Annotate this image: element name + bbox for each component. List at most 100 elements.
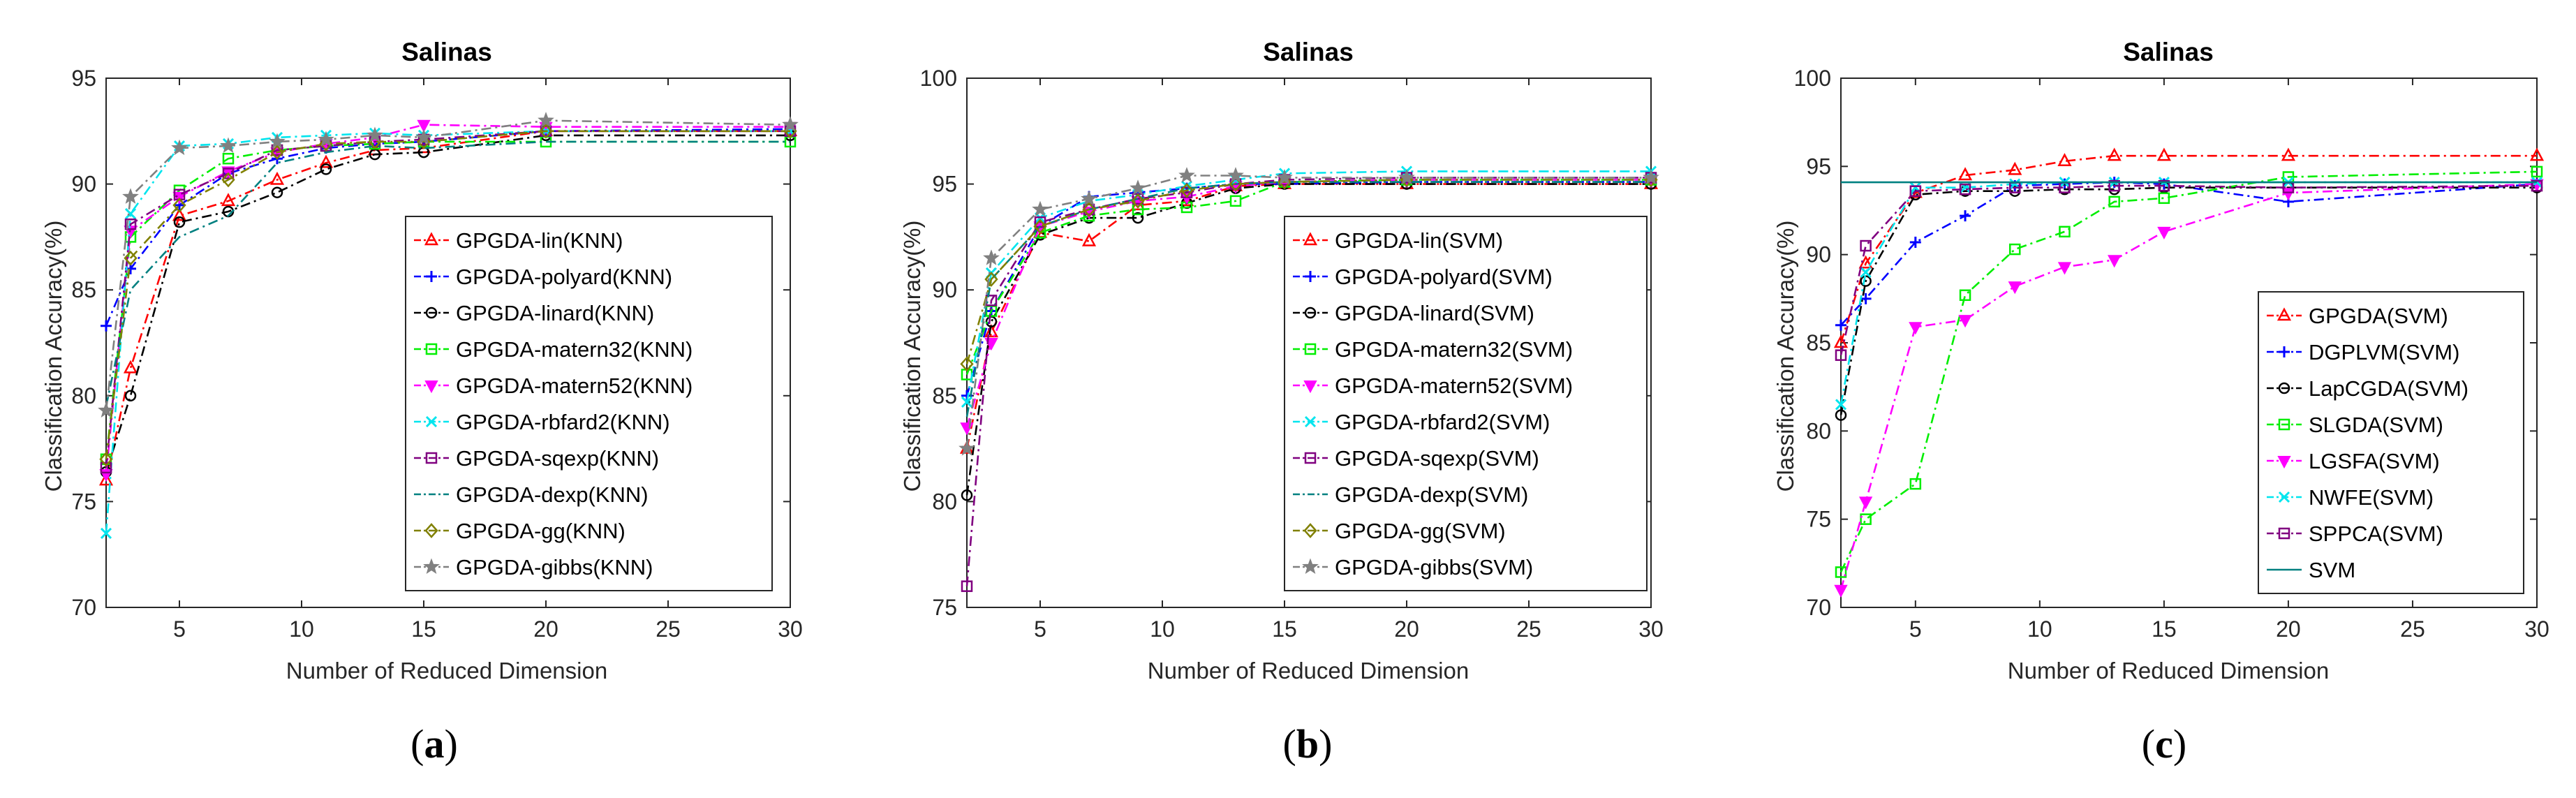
y-tick-label: 100 bbox=[920, 66, 957, 91]
data-point bbox=[367, 126, 383, 142]
x-axis-label: Number of Reduced Dimension bbox=[2008, 658, 2329, 684]
legend-marker bbox=[425, 415, 438, 428]
data-point bbox=[222, 168, 235, 179]
data-point bbox=[1130, 179, 1146, 195]
legend-marker bbox=[1303, 380, 1317, 394]
legend-label: GPGDA-dexp(KNN) bbox=[456, 482, 649, 507]
legend: GPGDA(SVM) DGPLVM(SVM) LapCGDA(SVM) SLGDA(S… bbox=[2258, 291, 2524, 594]
legend-box bbox=[405, 216, 773, 591]
data-point bbox=[2108, 255, 2122, 268]
data-point bbox=[318, 131, 334, 147]
y-tick-label: 85 bbox=[932, 383, 957, 408]
legend-item: SVM bbox=[2267, 558, 2355, 582]
data-point bbox=[2281, 188, 2295, 201]
x-tick-label: 15 bbox=[411, 616, 436, 642]
chart-title: Salinas bbox=[2123, 38, 2214, 66]
x-tick-label: 25 bbox=[656, 616, 681, 642]
data-point bbox=[538, 112, 554, 128]
legend-label: GPGDA-matern32(SVM) bbox=[1335, 337, 1573, 362]
legend-marker bbox=[1305, 271, 1316, 282]
legend-item: GPGDA-polyard(KNN) bbox=[414, 265, 672, 289]
legend-marker bbox=[425, 306, 438, 319]
data-point bbox=[1229, 176, 1243, 192]
data-point bbox=[1835, 409, 1847, 421]
legend-label: GPGDA-gibbs(SVM) bbox=[1335, 555, 1533, 579]
data-point bbox=[2156, 147, 2171, 161]
chart-panel-a: Salinas Number of Reduced Dimension Clas… bbox=[40, 38, 803, 767]
x-tick-label: 5 bbox=[1034, 616, 1046, 642]
chart-title: Salinas bbox=[1263, 38, 1354, 66]
data-point bbox=[2157, 226, 2171, 239]
legend: GPGDA-lin(SVM) GPGDA-polyard(SVM) GPGDA-li… bbox=[1284, 216, 1648, 591]
data-point bbox=[1909, 236, 1921, 248]
legend-marker bbox=[1303, 232, 1318, 246]
data-point bbox=[961, 489, 973, 501]
data-point bbox=[271, 186, 283, 198]
data-point bbox=[2531, 179, 2543, 192]
legend-item: SLGDA(SVM) bbox=[2267, 413, 2443, 437]
data-point bbox=[1959, 289, 1971, 302]
data-point bbox=[1131, 193, 1145, 209]
legend-item: GPGDA-linard(KNN) bbox=[414, 301, 654, 325]
data-point bbox=[1132, 212, 1144, 224]
series-line bbox=[965, 170, 1651, 403]
legend-label: GPGDA-matern52(SVM) bbox=[1335, 374, 1573, 398]
legend-label: GPGDA-rbfard2(SVM) bbox=[1335, 410, 1550, 434]
data-point bbox=[124, 390, 137, 402]
data-point bbox=[1081, 190, 1097, 206]
legend-item: GPGDA-matern52(KNN) bbox=[414, 374, 693, 398]
legend-item: GPGDA-rbfard2(SVM) bbox=[1293, 410, 1550, 434]
legend-label: LGSFA(SVM) bbox=[2309, 449, 2440, 473]
y-tick-label: 95 bbox=[1806, 154, 1831, 179]
data-point bbox=[1860, 293, 1872, 304]
data-point bbox=[1959, 183, 1971, 195]
legend-label: GPGDA-matern52(KNN) bbox=[456, 374, 693, 398]
series-line bbox=[965, 181, 1651, 418]
legend-marker bbox=[423, 558, 440, 575]
y-tick-label: 85 bbox=[71, 277, 96, 302]
data-point bbox=[123, 360, 138, 374]
data-point bbox=[1180, 182, 1194, 198]
legend-item: GPGDA-matern52(SVM) bbox=[1293, 374, 1573, 398]
legend-label: GPGDA-sqexp(SVM) bbox=[1335, 446, 1539, 471]
legend-item: NWFE(SVM) bbox=[2267, 485, 2434, 510]
data-point bbox=[2008, 281, 2022, 295]
data-point bbox=[318, 154, 334, 168]
series-line bbox=[1840, 186, 2537, 415]
data-point bbox=[221, 172, 235, 188]
x-axis-label: Number of Reduced Dimension bbox=[1148, 658, 1469, 684]
legend-item: GPGDA-polyard(SVM) bbox=[1293, 265, 1553, 289]
legend-label: GPGDA-gibbs(KNN) bbox=[456, 555, 653, 579]
legend-marker bbox=[2278, 382, 2290, 394]
data-point bbox=[1032, 200, 1049, 217]
legend-marker bbox=[1304, 415, 1317, 428]
legend-marker bbox=[2278, 418, 2290, 431]
legend-marker bbox=[426, 271, 437, 282]
y-tick-label: 100 bbox=[1794, 66, 1831, 91]
legend-item: GPGDA-lin(SVM) bbox=[1293, 228, 1503, 253]
legend-marker bbox=[2277, 456, 2291, 469]
data-point bbox=[172, 198, 186, 213]
x-tick-label: 30 bbox=[1638, 616, 1664, 642]
data-point bbox=[220, 137, 237, 154]
data-point bbox=[1958, 315, 1972, 328]
legend-item: DGPLVM(SVM) bbox=[2267, 340, 2459, 364]
legend-item: GPGDA-dexp(SVM) bbox=[1293, 482, 1528, 507]
legend-item: GPGDA-matern32(KNN) bbox=[414, 337, 693, 362]
y-tick-label: 75 bbox=[932, 595, 957, 620]
series-line bbox=[105, 130, 790, 481]
data-point bbox=[2108, 179, 2120, 192]
series-line bbox=[105, 124, 790, 475]
x-axis-label: Number of Reduced Dimension bbox=[286, 658, 607, 684]
legend-marker bbox=[2278, 491, 2290, 503]
data-point bbox=[1276, 169, 1293, 185]
data-point bbox=[2281, 147, 2296, 161]
data-point bbox=[1957, 167, 1973, 181]
y-axis-label: Classification Accuracy(%) bbox=[899, 221, 925, 492]
data-point bbox=[1835, 399, 1847, 411]
data-point bbox=[958, 440, 975, 456]
data-point bbox=[2057, 153, 2072, 167]
legend-label: GPGDA(SVM) bbox=[2309, 304, 2448, 328]
data-point bbox=[124, 250, 138, 266]
legend-item: GPGDA-sqexp(SVM) bbox=[1293, 446, 1539, 471]
